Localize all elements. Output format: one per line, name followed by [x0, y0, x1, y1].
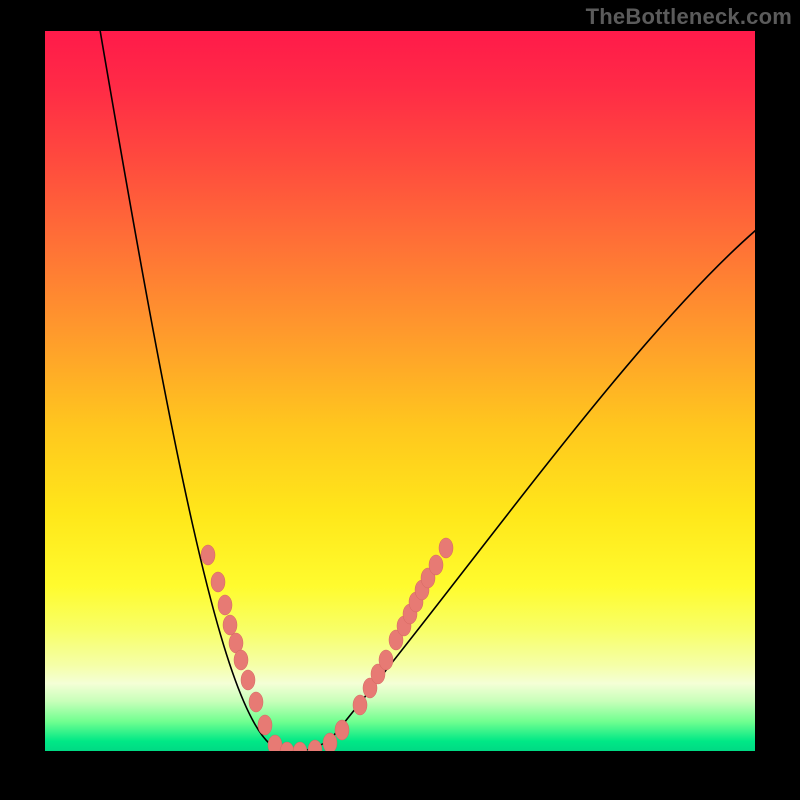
data-marker [234, 650, 248, 670]
data-marker [353, 695, 367, 715]
data-marker [211, 572, 225, 592]
data-marker [249, 692, 263, 712]
data-marker [379, 650, 393, 670]
data-marker [308, 740, 322, 760]
watermark-text: TheBottleneck.com [586, 4, 792, 30]
data-marker [439, 538, 453, 558]
data-marker [323, 733, 337, 753]
data-marker [201, 545, 215, 565]
data-marker [223, 615, 237, 635]
data-marker [258, 715, 272, 735]
data-marker [218, 595, 232, 615]
data-marker [429, 555, 443, 575]
bottleneck-chart [0, 0, 800, 800]
data-marker [335, 720, 349, 740]
data-marker [241, 670, 255, 690]
chart-container: { "watermark": { "text": "TheBottleneck.… [0, 0, 800, 800]
